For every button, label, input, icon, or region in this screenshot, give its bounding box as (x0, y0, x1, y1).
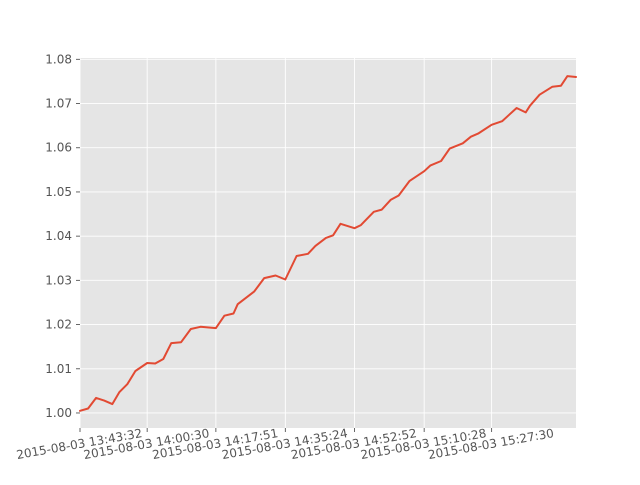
y-tick-label: 1.01 (45, 362, 72, 376)
x-tick-label: 2015-08-03 15:27:30 (427, 426, 555, 462)
y-tick-label: 1.03 (45, 273, 72, 287)
y-axis: 1.00 1.01 1.02 1.03 1.04 1.05 1.06 1.07 1.08 (45, 52, 80, 420)
y-tick-label: 1.08 (45, 52, 72, 66)
y-tick-label: 1.06 (45, 141, 72, 155)
y-tick-label: 1.05 (45, 185, 72, 199)
plot-background (80, 58, 576, 428)
y-tick-label: 1.04 (45, 229, 72, 243)
series-group (79, 75, 577, 412)
y-tick-label: 1.02 (45, 318, 72, 332)
series-line (79, 75, 577, 412)
y-tick-label: 1.07 (45, 97, 72, 111)
y-tick-label: 1.00 (45, 406, 72, 420)
